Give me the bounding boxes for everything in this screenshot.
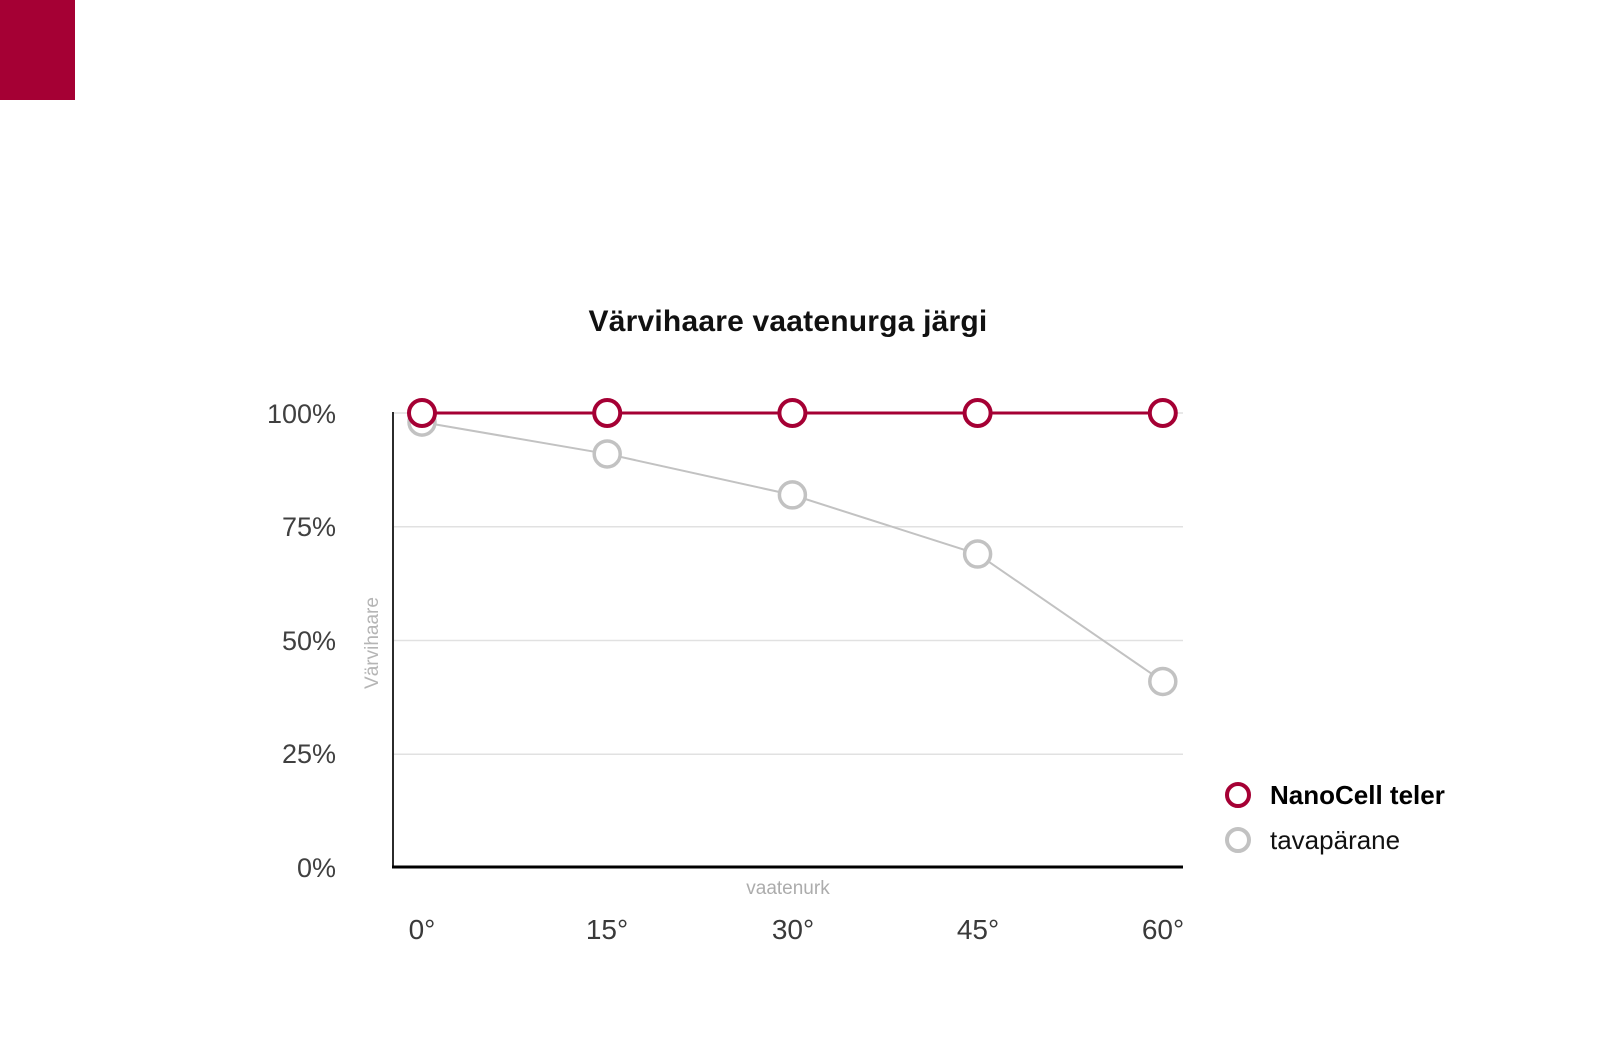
- x-tick-label: 0°: [408, 914, 436, 945]
- open-circle-marker-icon: [1225, 827, 1251, 853]
- y-tick-label: 75%: [281, 512, 336, 542]
- legend-item-nanocell: NanoCell teler: [1225, 782, 1445, 808]
- data-point-marker-1: [962, 539, 993, 569]
- y-tick-label: 50%: [281, 626, 336, 656]
- x-tick-label: 30°: [771, 914, 815, 945]
- x-tick-label: 45°: [956, 914, 1000, 945]
- y-axis-title: Värvihaare: [362, 597, 383, 689]
- open-circle-marker-icon: [1225, 782, 1251, 808]
- x-tick-label: 60°: [1141, 914, 1185, 945]
- red-marker-square: [0, 0, 75, 100]
- legend-label-tavaparane: tavapärane: [1270, 825, 1401, 855]
- x-axis-title: vaatenurk: [746, 878, 830, 899]
- y-tick-label: 25%: [281, 739, 336, 769]
- data-point-marker-1: [1148, 666, 1178, 697]
- y-tick-label: 100%: [266, 399, 336, 429]
- legend: NanoCell teler tavapärane: [1225, 782, 1445, 872]
- data-point-marker-0: [777, 398, 808, 428]
- data-point-marker-1: [592, 439, 622, 469]
- data-point-marker-1: [777, 480, 808, 510]
- legend-label-nanocell: NanoCell teler: [1270, 780, 1445, 810]
- y-tick-label: 0%: [296, 853, 336, 883]
- data-point-marker-0: [592, 398, 623, 428]
- chart-title: Värvihaare vaatenurga järgi: [588, 305, 988, 338]
- series-line-1: [421, 421, 1164, 683]
- data-point-marker-0: [1147, 398, 1178, 428]
- legend-item-tavaparane: tavapärane: [1225, 827, 1445, 853]
- data-point-marker-0: [407, 398, 437, 428]
- x-tick-label: 15°: [585, 914, 629, 945]
- data-point-marker-0: [962, 398, 993, 428]
